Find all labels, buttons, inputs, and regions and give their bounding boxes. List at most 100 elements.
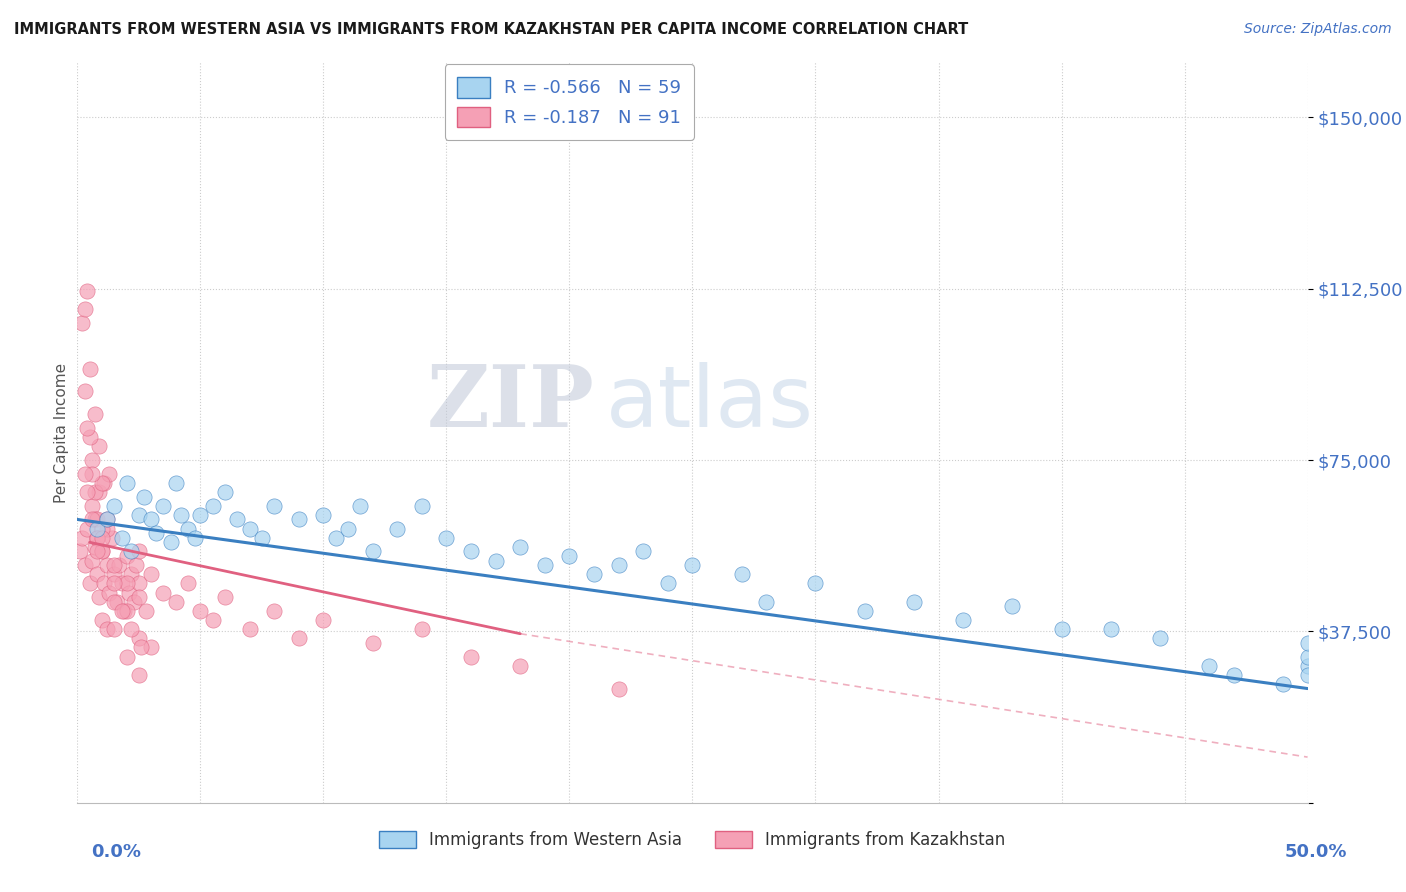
Point [82, 553, 104, 567]
Point [263, 499, 285, 513]
Point [76, 421, 98, 435]
Point [69, 544, 91, 558]
Text: 50.0%: 50.0% [1285, 843, 1347, 861]
Point [135, 604, 157, 618]
Point [226, 512, 249, 526]
Point [105, 595, 128, 609]
Point [86, 531, 108, 545]
Point [534, 558, 557, 573]
Point [128, 590, 150, 604]
Point [90, 522, 114, 536]
Point [90, 475, 114, 490]
Point [349, 499, 371, 513]
Text: 0.0%: 0.0% [91, 843, 142, 861]
Point [98, 585, 121, 599]
Point [170, 508, 193, 522]
Point [121, 567, 143, 582]
Point [361, 544, 384, 558]
Point [1296, 658, 1319, 673]
Point [583, 567, 606, 582]
Point [129, 640, 153, 655]
Point [76, 522, 98, 536]
Point [121, 622, 143, 636]
Point [83, 512, 105, 526]
Point [152, 585, 174, 599]
Point [1223, 668, 1246, 682]
Point [73, 302, 96, 317]
Point [411, 499, 433, 513]
Text: ZIP: ZIP [426, 361, 595, 445]
Point [152, 499, 174, 513]
Point [76, 485, 98, 500]
Point [188, 604, 212, 618]
Point [86, 567, 108, 582]
Point [607, 558, 630, 573]
Point [96, 512, 118, 526]
Point [96, 512, 118, 526]
Point [111, 576, 132, 591]
Point [83, 408, 105, 422]
Point [201, 613, 224, 627]
Point [312, 508, 335, 522]
Point [90, 544, 114, 558]
Point [103, 567, 125, 582]
Point [93, 576, 115, 591]
Point [103, 576, 125, 591]
Text: IMMIGRANTS FROM WESTERN ASIA VS IMMIGRANTS FROM KAZAKHSTAN PER CAPITA INCOME COR: IMMIGRANTS FROM WESTERN ASIA VS IMMIGRAN… [14, 22, 969, 37]
Point [86, 512, 108, 526]
Point [83, 485, 105, 500]
Point [145, 526, 167, 541]
Point [86, 522, 108, 536]
Point [1296, 636, 1319, 650]
Point [128, 544, 150, 558]
Point [263, 604, 285, 618]
Point [1050, 622, 1073, 636]
Point [73, 467, 96, 481]
Point [86, 544, 108, 558]
Point [96, 522, 118, 536]
Point [70, 316, 93, 330]
Point [337, 522, 360, 536]
Point [128, 668, 150, 682]
Point [952, 613, 974, 627]
Point [607, 681, 630, 696]
Point [89, 485, 111, 500]
Point [132, 490, 155, 504]
Point [312, 613, 335, 627]
Point [188, 508, 212, 522]
Point [288, 512, 311, 526]
Point [103, 558, 125, 573]
Point [250, 531, 273, 545]
Point [682, 558, 704, 573]
Point [657, 576, 679, 591]
Point [103, 622, 125, 636]
Point [115, 549, 138, 563]
Point [853, 604, 876, 618]
Point [509, 658, 531, 673]
Y-axis label: Per Capita Income: Per Capita Income [53, 362, 69, 503]
Legend: Immigrants from Western Asia, Immigrants from Kazakhstan: Immigrants from Western Asia, Immigrants… [371, 822, 1014, 857]
Point [118, 585, 141, 599]
Text: atlas: atlas [606, 361, 814, 444]
Point [160, 535, 183, 549]
Point [103, 595, 125, 609]
Point [509, 540, 531, 554]
Point [112, 604, 135, 618]
Point [90, 544, 114, 558]
Point [141, 512, 163, 526]
Point [115, 576, 138, 591]
Point [79, 430, 101, 444]
Point [90, 531, 114, 545]
Point [115, 475, 138, 490]
Point [214, 590, 236, 604]
Point [82, 512, 104, 526]
Point [288, 632, 311, 646]
Point [485, 553, 508, 567]
Point [82, 499, 104, 513]
Point [903, 595, 925, 609]
Point [115, 649, 138, 664]
Point [1099, 622, 1122, 636]
Point [184, 531, 207, 545]
Point [101, 531, 124, 545]
Point [96, 558, 118, 573]
